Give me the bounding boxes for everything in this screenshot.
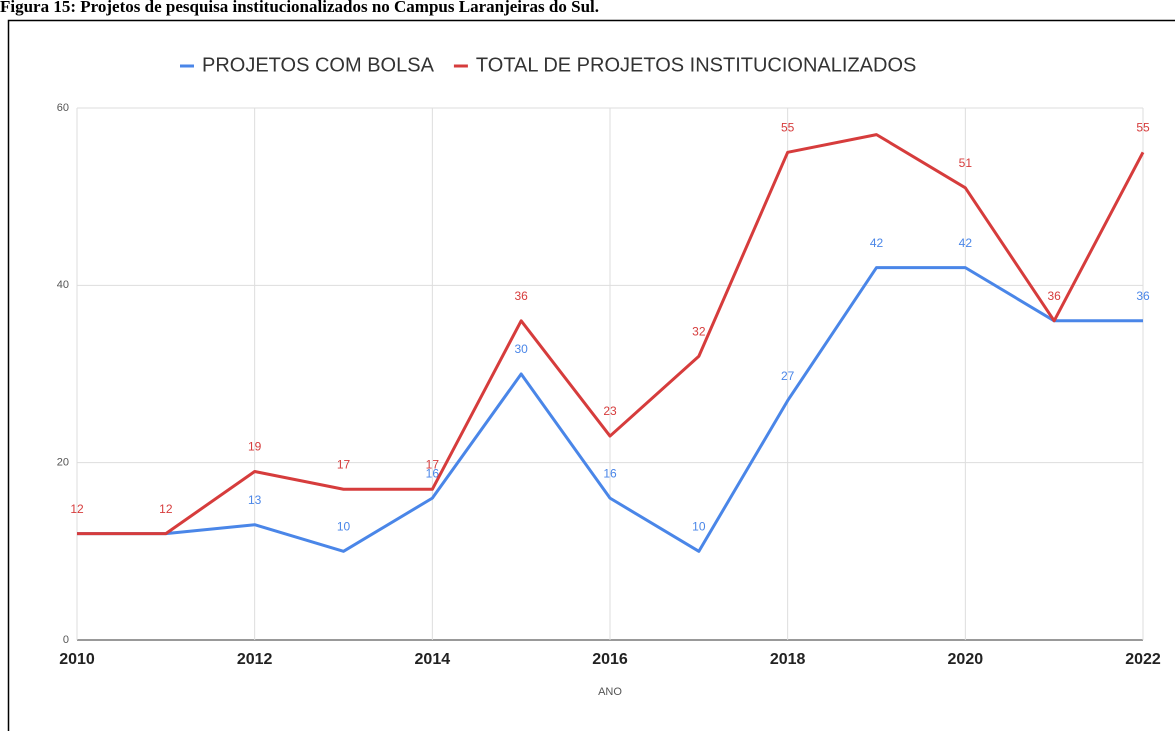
data-label: 17	[426, 457, 440, 471]
y-tick-label: 20	[57, 457, 69, 469]
x-tick-label: 2022	[1125, 651, 1161, 668]
x-tick-label: 2014	[415, 651, 451, 668]
x-axis-title: ANO	[598, 686, 622, 698]
x-tick-label: 2018	[770, 651, 806, 668]
data-line	[77, 133, 1145, 536]
y-tick-label: 60	[57, 102, 69, 114]
data-label: 12	[70, 502, 84, 516]
data-label: 55	[1136, 121, 1150, 135]
data-label: 42	[870, 236, 884, 250]
data-label: 36	[1136, 289, 1150, 303]
data-line	[77, 266, 1143, 553]
data-label: 10	[692, 520, 706, 534]
data-label: 12	[159, 502, 173, 516]
frame	[7, 19, 1175, 731]
data-label: 42	[959, 236, 973, 250]
data-label: 19	[248, 440, 262, 454]
data-label: 55	[781, 121, 795, 135]
data-label: 17	[337, 457, 351, 471]
y-tick-label: 40	[57, 279, 69, 291]
x-tick-label: 2012	[237, 651, 273, 668]
y-tick-label: 0	[63, 634, 69, 646]
x-tick-label: 2020	[948, 651, 984, 668]
legend-label: PROJETOS COM BOLSA	[202, 54, 435, 76]
x-tick-label: 2016	[592, 651, 628, 668]
data-label: 32	[692, 324, 706, 338]
data-label: 23	[603, 404, 617, 418]
x-tick-label: 2010	[59, 651, 95, 668]
data-label: 51	[959, 156, 973, 170]
data-label: 16	[426, 466, 440, 480]
data-label: 36	[1047, 289, 1061, 303]
data-label: 16	[603, 466, 617, 480]
data-label: 27	[781, 369, 795, 383]
data-label: 10	[337, 520, 351, 534]
data-label: 36	[514, 289, 528, 303]
figure-title: Figura 15: Projetos de pesquisa instituc…	[0, 0, 599, 16]
data-label: 30	[514, 342, 528, 356]
legend-label: TOTAL DE PROJETOS INSTITUCIONALIZADOS	[476, 54, 916, 76]
data-label: 13	[248, 493, 262, 507]
